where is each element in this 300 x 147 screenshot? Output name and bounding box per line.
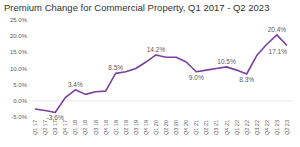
x-tick-label: Q3 21: [213, 120, 219, 135]
x-tick-label: Q3 20: [173, 120, 179, 135]
x-tick-label: Q4 20: [183, 120, 189, 135]
x-tick-label: Q2 23: [284, 120, 290, 135]
y-tick-label: 25.0%: [10, 17, 28, 23]
x-axis: [30, 100, 292, 101]
y-tick-label: 5.0%: [13, 82, 27, 88]
tick-mark: [28, 100, 30, 101]
x-tick-label: Q2 19: [123, 120, 129, 135]
data-label: 8.5%: [108, 64, 123, 71]
y-tick-label: 0.0%: [13, 98, 27, 104]
x-tick-label: Q2 21: [203, 120, 209, 135]
x-tick-label: Q2 18: [82, 120, 88, 135]
tick-mark: [28, 117, 30, 118]
chart: Premium Change for Commercial Property, …: [0, 0, 300, 147]
tick-mark: [28, 52, 30, 53]
x-tick-label: Q3 19: [133, 120, 139, 135]
x-tick-label: Q1 21: [193, 120, 199, 135]
x-tick-label: Q3 18: [93, 120, 99, 135]
data-label: 17.1%: [269, 48, 288, 55]
plot-area: [35, 35, 287, 113]
data-label: 9.0%: [189, 74, 204, 81]
data-label: -3.6%: [47, 114, 64, 121]
title: Premium Change for Commercial Property, …: [4, 2, 269, 13]
line: [35, 35, 287, 113]
x-tick-label: Q4 19: [143, 120, 149, 135]
y-tick-label: 15.0%: [10, 49, 28, 55]
x-tick-label: Q1 18: [72, 120, 78, 135]
y-tick-label: 10.0%: [10, 66, 28, 72]
data-label: 10.5%: [217, 58, 236, 65]
y-tick-label: 20.0%: [10, 33, 28, 39]
x-tick-label: Q4 22: [264, 120, 270, 135]
x-tick-label: Q1 20: [153, 120, 159, 135]
x-tick-label: Q1 17: [32, 120, 38, 135]
data-label: 8.3%: [239, 76, 254, 83]
data-label: 3.4%: [68, 81, 83, 88]
x-tick-label: Q3 17: [52, 120, 58, 135]
data-label: 20.4%: [268, 26, 287, 33]
x-tick-label: Q1 19: [113, 120, 119, 135]
x-tick-label: Q2 17: [42, 120, 48, 135]
tick-mark: [28, 20, 30, 21]
x-tick-label: Q4 21: [224, 120, 230, 135]
x-tick-label: Q4 17: [62, 120, 68, 135]
tick-mark: [28, 36, 30, 37]
x-tick-label: Q2 22: [244, 120, 250, 135]
data-label: 14.2%: [147, 46, 166, 53]
x-tick-label: Q3 22: [254, 120, 260, 135]
tick-mark: [28, 84, 30, 85]
x-tick-label: Q1 22: [234, 120, 240, 135]
x-tick-label: Q2 20: [163, 120, 169, 135]
y-tick-label: -5.0%: [11, 114, 27, 120]
x-tick-label: Q1 23: [274, 120, 280, 135]
tick-mark: [28, 68, 30, 69]
x-tick-label: Q4 18: [103, 120, 109, 135]
